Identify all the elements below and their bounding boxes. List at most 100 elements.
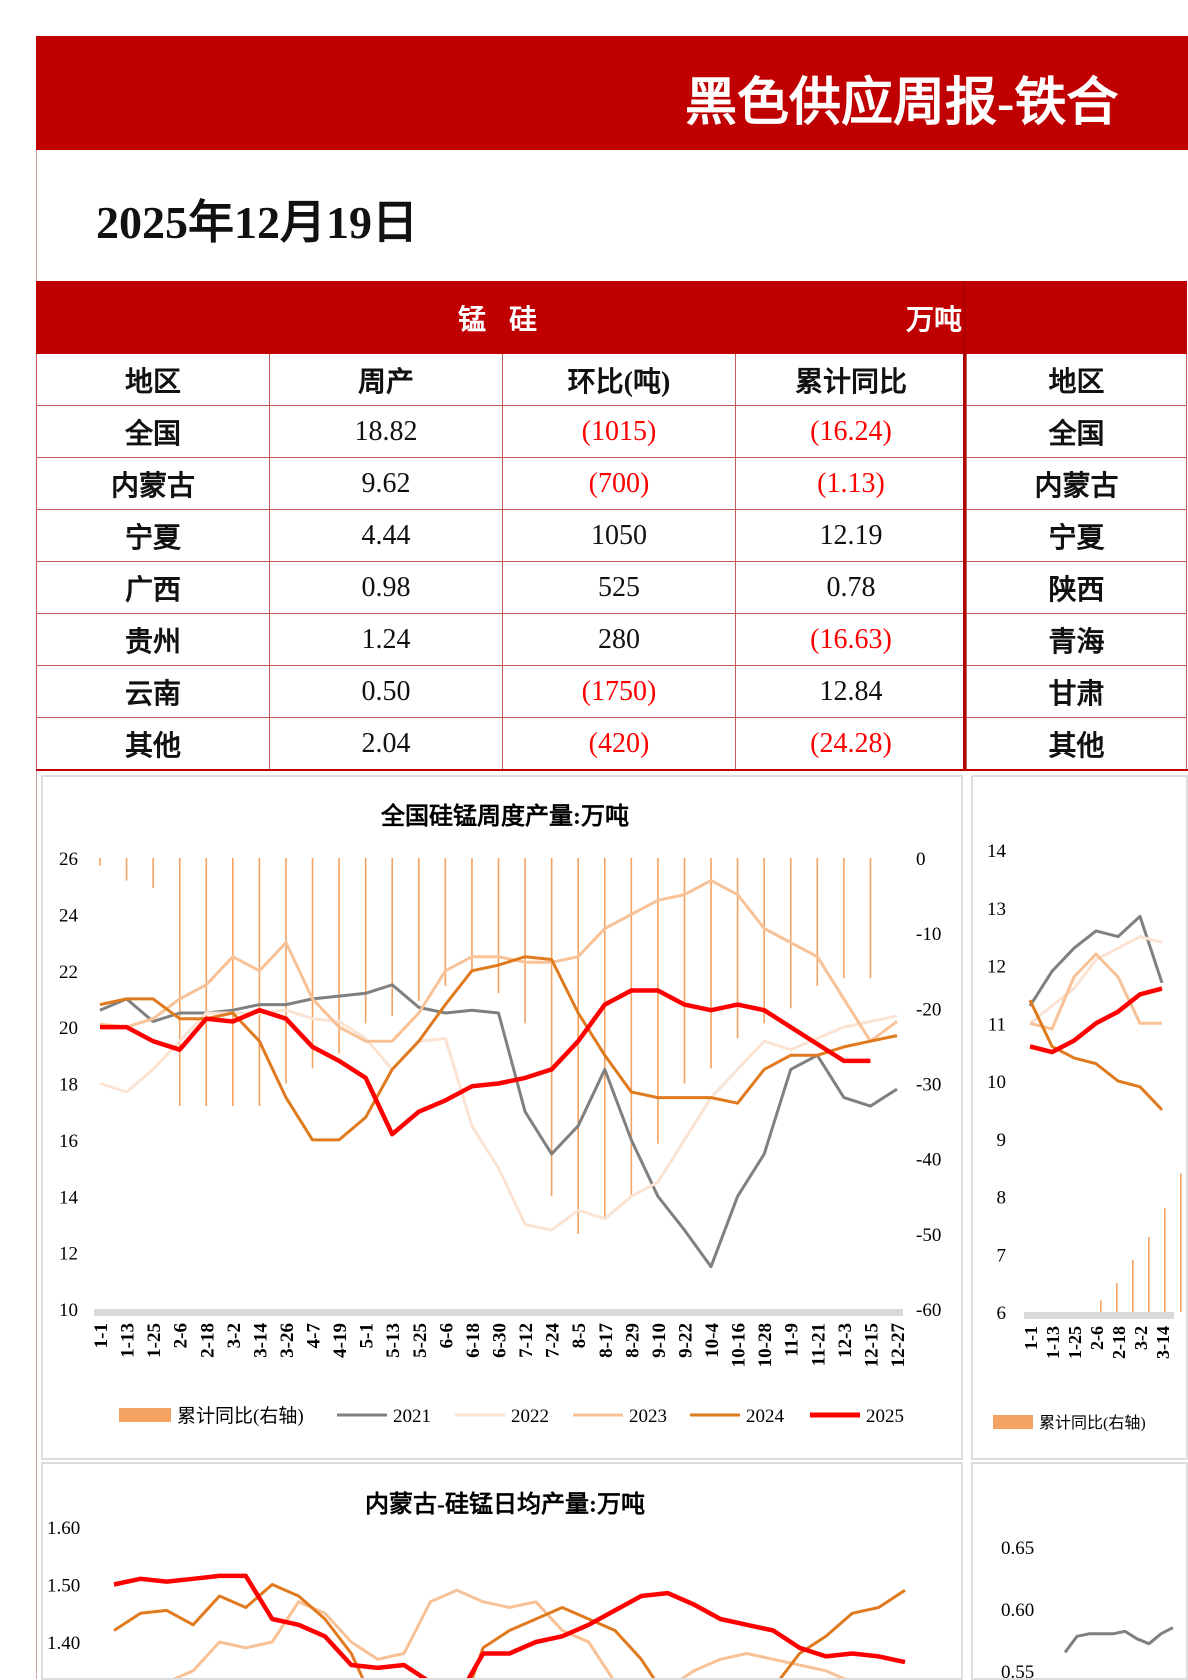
x-tick-label: 9-22 [675, 1323, 696, 1358]
table-title: 锰 硅 [457, 305, 545, 336]
y2-tick-label: -10 [916, 924, 941, 945]
column-header: 环比(吨) [502, 353, 736, 406]
value-cell: (1.13) [735, 457, 967, 510]
region-cell: 云南 [36, 665, 270, 718]
report-frame [36, 36, 1188, 1679]
bar-cumulative-yoy [524, 858, 526, 1024]
bar-cumulative-yoy [338, 858, 340, 1054]
report-title: 黑色供应周报-铁合 [685, 75, 1119, 132]
bar-cumulative-yoy [710, 858, 712, 1069]
table-row: 云南 0.50 (1750) 12.84 [36, 665, 967, 718]
x-tick-label: 6-18 [463, 1323, 484, 1358]
series-line-1 [1029, 935, 1163, 1025]
y-tick-label: 11 [988, 1014, 1006, 1035]
x-tick-label: 9-10 [649, 1323, 670, 1358]
legend-swatch-bars [119, 1408, 171, 1422]
value-cell: 0.78 [735, 561, 967, 614]
bar-cumulative-yoy [471, 858, 473, 971]
y2-tick-label: -60 [916, 1300, 941, 1321]
bar-cumulative-yoy [311, 858, 314, 1069]
bar-cumulative-yoy [258, 858, 261, 1107]
y-tick-label: 26 [59, 849, 78, 870]
table-row: 内蒙古 9.62 (700) (1.13) [36, 457, 967, 510]
region-cell: 其他 [966, 717, 1187, 770]
chart-national-weekly-output: 全国硅锰周度产量:万吨 26 24 22 20 18 16 14 12 10 0 -10 -20 -30 -… [41, 775, 963, 1460]
y-tick-label: 20 [59, 1018, 78, 1039]
legend-swatch-bars [993, 1415, 1033, 1429]
y-tick-label: 1.50 [47, 1576, 80, 1597]
bar-cumulative-yoy [364, 858, 367, 1024]
report-date: 2025年12月19日 [96, 197, 418, 248]
y-tick-label: 14 [59, 1187, 79, 1208]
series-line-2025 [100, 988, 871, 1137]
bar-cumulative-yoy [683, 858, 686, 1084]
chart-title: 全国硅锰周度产量:万吨 [380, 802, 629, 830]
column-header: 地区 [36, 353, 270, 406]
bar-cumulative-yoy [630, 858, 633, 1197]
bar-cumulative-yoy [1148, 1236, 1150, 1312]
bar-cumulative-yoy [603, 858, 606, 1219]
series-line-2024 [99, 955, 898, 1142]
legend-label: 2025 [866, 1406, 904, 1427]
value-cell: (420) [502, 717, 736, 770]
table-divider [963, 281, 966, 769]
legend-label: 2022 [511, 1406, 549, 1427]
table-row: 宁夏 [966, 509, 1187, 562]
y-tick-label: 1.40 [47, 1633, 80, 1654]
y2-tick-label: -30 [916, 1075, 941, 1096]
series-line-4 [1029, 986, 1163, 1055]
x-tick-label: 5-25 [410, 1323, 431, 1358]
region-cell: 广西 [36, 561, 270, 614]
x-tick-label: 8-5 [569, 1323, 590, 1348]
bar-cumulative-yoy [577, 858, 579, 1234]
table-row: 其他 2.04 (420) (24.28) [36, 717, 967, 770]
region-cell: 宁夏 [966, 509, 1187, 562]
y2-tick-label: -20 [916, 999, 941, 1020]
bar-cumulative-yoy [1116, 1283, 1118, 1312]
y-tick-label: 16 [59, 1131, 78, 1152]
value-cell: 12.84 [735, 665, 967, 718]
chart-region-daily-output: 0.65 0.60 0.55 [971, 1462, 1188, 1680]
value-cell: 0.98 [269, 561, 503, 614]
value-cell: 1.24 [269, 613, 503, 666]
region-cell: 陕西 [966, 561, 1187, 614]
x-tick-label: 2-6 [1087, 1326, 1107, 1350]
series-line-0 [1028, 914, 1164, 1007]
region-cell: 全国 [36, 405, 270, 458]
y-tick-label: 12 [987, 957, 1006, 978]
x-tick-label: 3-14 [1153, 1326, 1173, 1359]
bar-cumulative-yoy [763, 858, 765, 1024]
silicomanganese-table: 锰 硅万吨 地区 周产 环比(吨) 累计同比 全国 18.82 (1015) (16.… [36, 281, 967, 770]
value-cell: 12.19 [735, 509, 967, 562]
x-tick-label: 12-3 [835, 1323, 856, 1358]
value-cell: (16.63) [735, 613, 967, 666]
y-tick-label: 14 [987, 841, 1007, 862]
column-header: 地区 [966, 353, 1187, 406]
series-line-2 [113, 1573, 906, 1678]
table-row: 广西 0.98 525 0.78 [36, 561, 967, 614]
x-tick-label: 12-15 [861, 1323, 882, 1367]
title-banner: 黑色供应周报-铁合 [36, 36, 1188, 150]
x-tick-label: 1-1 [91, 1323, 112, 1348]
bar-cumulative-yoy [205, 858, 208, 1107]
bar-cumulative-yoy [1164, 1208, 1166, 1312]
x-tick-label: 5-13 [383, 1323, 404, 1358]
x-tick-label: 1-13 [1043, 1326, 1063, 1359]
x-tick-label: 2-18 [1109, 1326, 1129, 1359]
bar-cumulative-yoy [1100, 1300, 1102, 1312]
x-tick-label: 2-18 [197, 1323, 218, 1358]
x-tick-label: 1-13 [118, 1323, 139, 1358]
value-cell: 4.44 [269, 509, 503, 562]
table-row: 其他 [966, 717, 1187, 770]
series-line-0 [172, 1588, 847, 1678]
table-header-row: 地区 [966, 353, 1187, 406]
series-line-2023 [99, 879, 898, 1043]
y2-tick-label: 0 [916, 849, 926, 870]
series-line-0 [1063, 1626, 1174, 1654]
region-cell: 甘肃 [966, 665, 1187, 718]
y2-tick-label: -50 [916, 1225, 941, 1246]
x-tick-label: 8-29 [622, 1323, 643, 1358]
y-tick-label: 18 [59, 1075, 78, 1096]
bar-cumulative-yoy [152, 858, 154, 889]
x-axis [1024, 1312, 1174, 1319]
